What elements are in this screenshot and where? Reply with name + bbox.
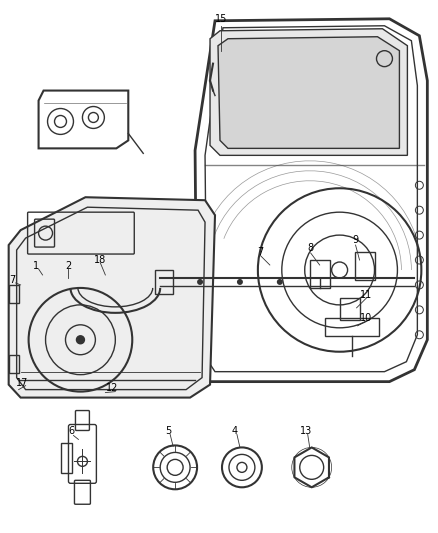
Circle shape: [77, 336, 85, 344]
Text: 11: 11: [360, 290, 373, 300]
Text: 18: 18: [94, 255, 106, 265]
Circle shape: [197, 279, 203, 285]
Text: 6: 6: [68, 426, 74, 437]
Polygon shape: [218, 37, 399, 148]
Text: 2: 2: [65, 261, 71, 271]
Text: 4: 4: [232, 426, 238, 437]
Polygon shape: [210, 29, 407, 155]
Text: 7: 7: [257, 247, 263, 257]
Circle shape: [237, 279, 243, 285]
Polygon shape: [9, 197, 215, 398]
Text: 8: 8: [307, 243, 314, 253]
Text: 9: 9: [353, 235, 359, 245]
Circle shape: [277, 279, 283, 285]
Text: 17: 17: [17, 378, 29, 387]
Text: 5: 5: [165, 426, 171, 437]
Text: 10: 10: [360, 313, 373, 323]
Text: 15: 15: [215, 14, 227, 24]
Text: 13: 13: [300, 426, 312, 437]
Text: 1: 1: [32, 261, 39, 271]
Text: 7: 7: [10, 275, 16, 285]
Text: 12: 12: [106, 383, 119, 393]
